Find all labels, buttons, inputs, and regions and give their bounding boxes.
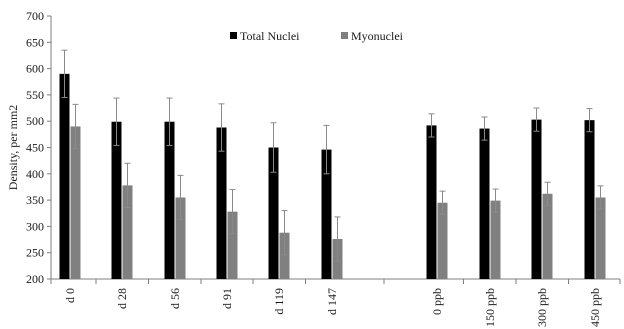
bar xyxy=(531,119,542,279)
x-tick-label: d 91 xyxy=(220,288,234,309)
y-tick-label: 300 xyxy=(26,219,44,233)
bar xyxy=(111,121,122,279)
x-tick-label: d 28 xyxy=(115,288,129,309)
bar xyxy=(542,193,553,279)
bar xyxy=(216,127,227,280)
x-tick-label: 150 ppb xyxy=(483,288,497,327)
x-tick-label: 300 ppb xyxy=(535,288,549,327)
bar xyxy=(321,149,332,279)
axes xyxy=(47,15,621,284)
legend-label-myonuclei: Myonuclei xyxy=(351,29,404,43)
legend-label-total-nuclei: Total Nuclei xyxy=(240,29,300,43)
y-tick-label: 250 xyxy=(26,246,44,260)
bar xyxy=(426,125,437,280)
legend-swatch-total-nuclei xyxy=(230,32,237,39)
x-tick-label: 450 ppb xyxy=(588,288,602,327)
y-tick-label: 550 xyxy=(26,88,44,102)
y-tick-label: 650 xyxy=(26,35,44,49)
y-tick-label: 600 xyxy=(26,62,44,76)
y-axis-title: Density, per mm2 xyxy=(6,105,20,191)
bar xyxy=(175,197,186,279)
y-tick-labels: 200 250 300 350 400 450 500 550 600 650 700 xyxy=(26,9,44,286)
bar xyxy=(279,232,290,279)
bar xyxy=(490,200,501,279)
y-tick-label: 200 xyxy=(26,272,44,286)
bar xyxy=(437,202,448,279)
x-tick-label: 0 ppb xyxy=(430,288,444,315)
bar xyxy=(268,147,279,279)
x-tick-labels: d 0 d 28 d 56 d 91 d 119 d 147 0 ppb 150 ppb 300… xyxy=(63,288,602,327)
y-tick-label: 500 xyxy=(26,114,44,128)
x-tick-label: d 119 xyxy=(272,288,286,315)
y-tick-label: 450 xyxy=(26,141,44,155)
y-tick-label: 350 xyxy=(26,193,44,207)
bar xyxy=(122,185,133,279)
x-tick-label: d 0 xyxy=(63,288,77,303)
bar xyxy=(70,126,81,280)
bars xyxy=(59,73,606,280)
legend-swatch-myonuclei xyxy=(341,32,348,39)
bar xyxy=(595,197,606,279)
bar xyxy=(227,211,238,279)
bar xyxy=(584,120,595,279)
y-tick-label: 400 xyxy=(26,167,44,181)
bar xyxy=(59,73,70,279)
x-tick-label: d 56 xyxy=(168,288,182,309)
bar xyxy=(164,121,175,279)
legend: Total Nuclei Myonuclei xyxy=(230,29,404,43)
error-bars xyxy=(61,49,604,262)
bar xyxy=(479,128,490,279)
x-tick-label: d 147 xyxy=(325,288,339,315)
y-tick-label: 700 xyxy=(26,9,44,23)
